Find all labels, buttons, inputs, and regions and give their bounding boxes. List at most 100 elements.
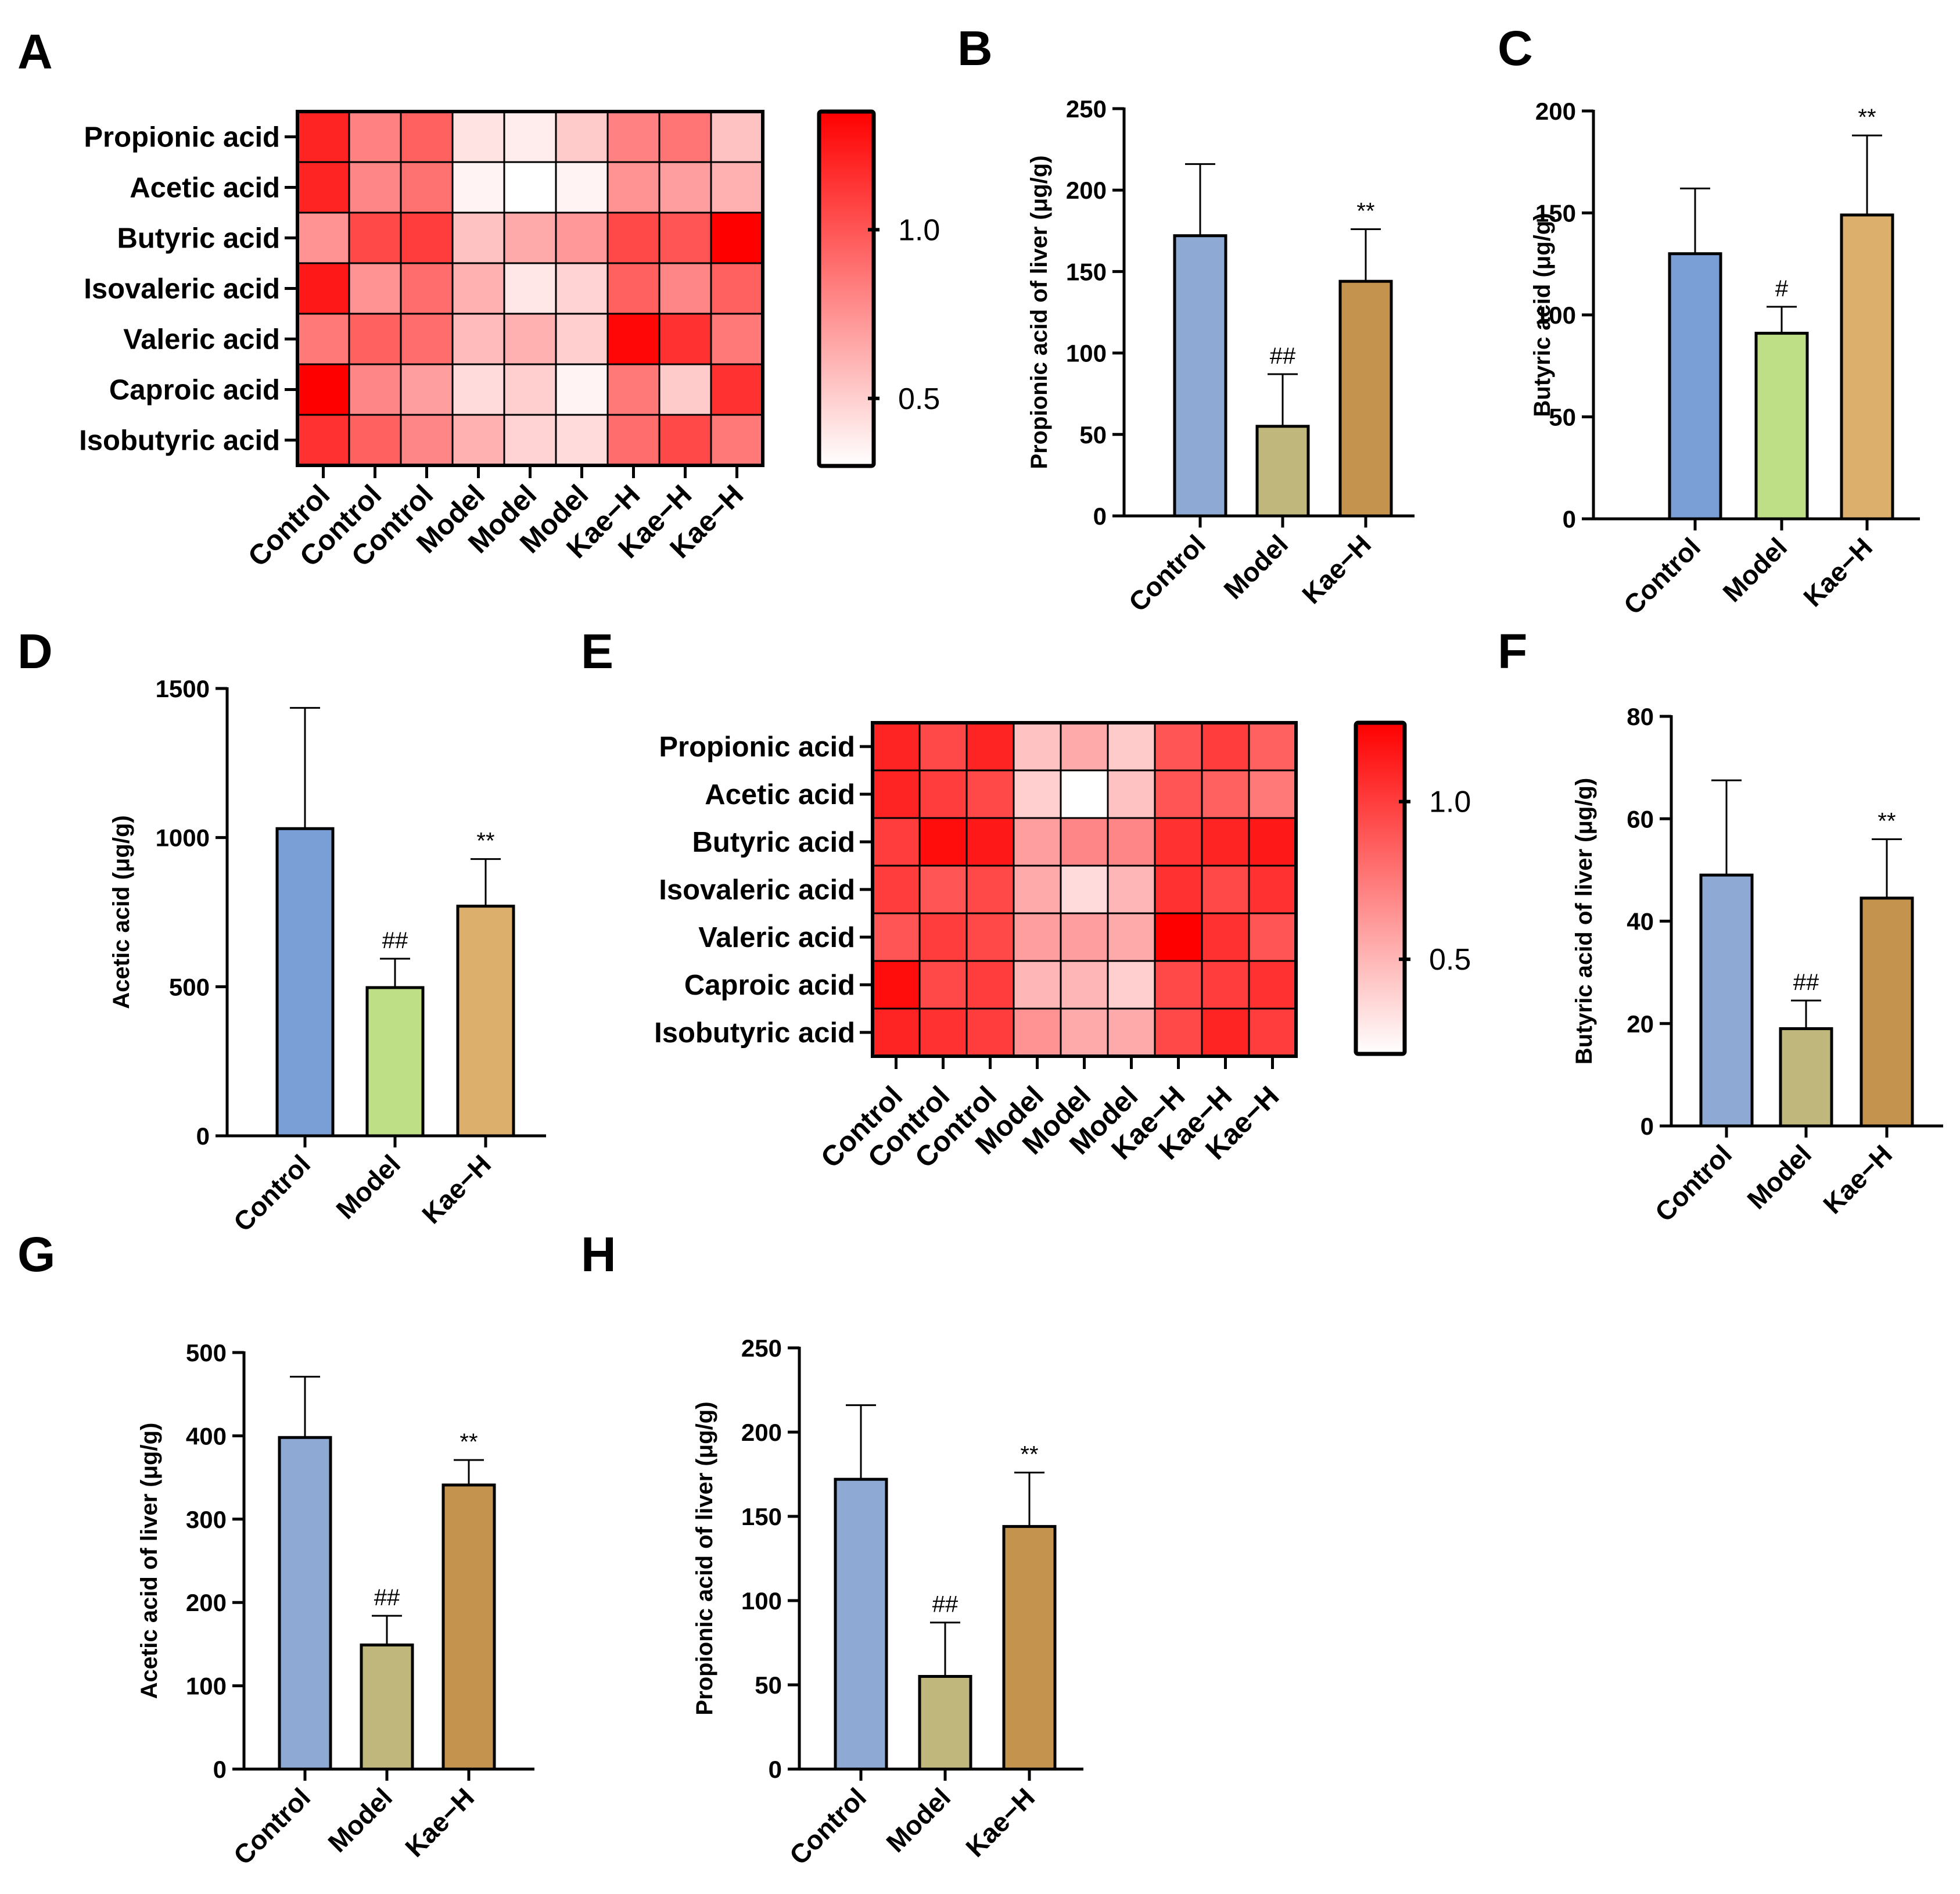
heatmap-cell — [918, 865, 968, 914]
heatmap-cell — [400, 161, 454, 214]
y-axis-label: Butyric acid of liver (μg/g) — [1571, 778, 1597, 1064]
y-tick-label: 250 — [1066, 95, 1107, 123]
heatmap-cell — [1248, 1007, 1297, 1057]
heatmap-row-label: Butyric acid — [117, 223, 280, 254]
y-tick-label: 50 — [1549, 404, 1576, 431]
bar — [441, 1483, 496, 1771]
heatmap-a: Propionic acid Acetic acid Butyric acid Iso… — [79, 109, 940, 573]
heatmap-cell — [348, 414, 402, 467]
y-tick-label: 0 — [213, 1756, 227, 1783]
y-tick-label: 50 — [1079, 421, 1107, 449]
y-tick-label: 1000 — [156, 824, 210, 852]
heatmap-cell — [1013, 817, 1062, 867]
heatmap-cell — [348, 110, 402, 163]
significance-label: ** — [1858, 105, 1876, 130]
heatmap-cell — [1154, 817, 1203, 867]
significance-label: # — [1775, 276, 1789, 302]
heatmap-cell — [348, 161, 402, 214]
heatmap-cell — [1060, 960, 1109, 1010]
bar — [456, 905, 515, 1138]
heatmap-cell — [710, 110, 764, 163]
heatmap-cell — [503, 262, 557, 315]
heatmap-row-label: Isovaleric acid — [659, 874, 855, 906]
bar — [1840, 213, 1894, 521]
heatmap-cell — [451, 313, 505, 365]
heatmap-cell — [400, 363, 454, 416]
y-tick-label: 200 — [186, 1589, 227, 1616]
heatmap-cell — [606, 110, 660, 163]
y-axis-label: Acetic acid of liver (μg/g) — [137, 1423, 162, 1699]
heatmap-cell — [296, 313, 350, 365]
y-tick-label: 0 — [769, 1756, 782, 1783]
bar — [1754, 332, 1809, 521]
heatmap-cell — [503, 313, 557, 365]
bar — [278, 1436, 332, 1771]
y-tick-label: 50 — [755, 1671, 782, 1699]
bar — [275, 827, 335, 1138]
heatmap-cell — [1013, 960, 1062, 1010]
heatmap-row-label: Acetic acid — [705, 779, 855, 810]
heatmap-cell — [400, 414, 454, 467]
bar — [1173, 234, 1227, 518]
heatmap-cell — [1060, 1007, 1109, 1057]
heatmap-row-label: Isovaleric acid — [84, 274, 280, 305]
heatmap-cell — [296, 110, 350, 163]
heatmap-cell — [918, 722, 968, 772]
heatmap-cell — [503, 363, 557, 416]
heatmap-cell — [555, 161, 609, 214]
heatmap-cell — [1248, 722, 1297, 772]
significance-label: ## — [374, 1585, 400, 1610]
heatmap-cell — [348, 211, 402, 264]
colorbar — [817, 109, 876, 468]
panel-label-c: C — [1498, 21, 1533, 76]
heatmap-row-label: Caproic acid — [684, 970, 855, 1001]
y-tick-label: 150 — [1535, 200, 1576, 227]
heatmap-cell — [503, 414, 557, 467]
heatmap-cell — [1060, 865, 1109, 914]
y-tick-label: 150 — [1066, 258, 1107, 285]
heatmap-cell — [710, 414, 764, 467]
heatmap-cell — [918, 769, 968, 819]
heatmap-cell — [348, 262, 402, 315]
panel-label-e: E — [581, 624, 613, 679]
heatmap-cell — [1154, 722, 1203, 772]
heatmap-cell — [871, 817, 921, 867]
y-tick-label: 100 — [741, 1587, 782, 1615]
heatmap-cell — [965, 865, 1015, 914]
heatmap-cell — [555, 262, 609, 315]
heatmap-cell — [965, 1007, 1015, 1057]
heatmap-cell — [503, 110, 557, 163]
heatmap-cell — [1107, 865, 1156, 914]
heatmap-cell — [1201, 769, 1250, 819]
bar — [1255, 425, 1310, 518]
heatmap-cell — [1060, 769, 1109, 819]
heatmap-cell — [606, 262, 660, 315]
significance-label: ## — [932, 1592, 959, 1617]
heatmap-cell — [348, 363, 402, 416]
y-tick-label: 40 — [1627, 908, 1654, 935]
heatmap-cell — [1154, 769, 1203, 819]
bar — [1338, 279, 1393, 518]
y-tick-label: 100 — [186, 1673, 227, 1700]
heatmap-cell — [555, 363, 609, 416]
heatmap-cell — [296, 414, 350, 467]
heatmap-cell — [1154, 1007, 1203, 1057]
heatmap-row-label: Valeric acid — [698, 922, 855, 953]
heatmap-cell — [451, 110, 505, 163]
heatmap-cell — [658, 262, 712, 315]
heatmap-cell — [710, 211, 764, 264]
y-tick-label: 200 — [1535, 98, 1576, 125]
colorbar-tick-label: 0.5 — [898, 382, 940, 416]
heatmap-row-label: Propionic acid — [659, 731, 855, 763]
heatmap-cell — [1013, 912, 1062, 962]
heatmap-cell — [1201, 865, 1250, 914]
heatmap-cell — [555, 110, 609, 163]
heatmap-cell — [1060, 722, 1109, 772]
heatmap-cell — [1107, 817, 1156, 867]
significance-label: ** — [1356, 198, 1374, 224]
heatmap-cell — [451, 262, 505, 315]
heatmap-cell — [400, 211, 454, 264]
y-tick-label: 150 — [741, 1503, 782, 1530]
heatmap-cell — [451, 363, 505, 416]
